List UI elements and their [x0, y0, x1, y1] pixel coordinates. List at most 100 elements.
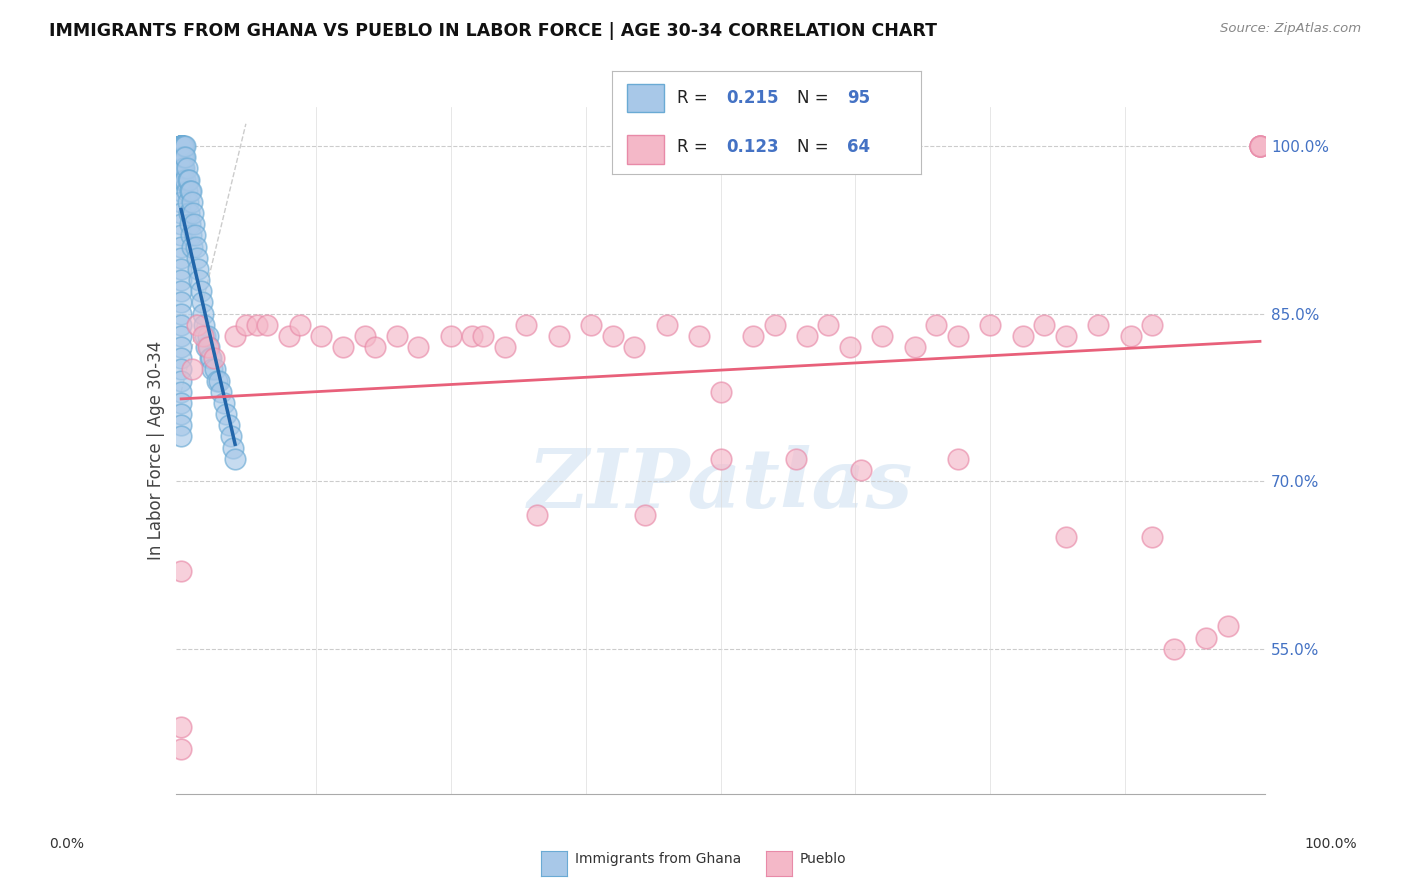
Point [1216, 619, 1239, 633]
Point [385, 329, 408, 343]
Point [174, 139, 197, 153]
Point [1011, 329, 1033, 343]
Point [172, 172, 194, 186]
Point [1054, 530, 1077, 544]
Point [172, 161, 194, 176]
Point [170, 139, 193, 153]
Point [172, 150, 194, 164]
Point [170, 407, 193, 421]
Point [278, 329, 301, 343]
Point [925, 318, 948, 332]
Point [181, 194, 204, 209]
Point [170, 139, 193, 153]
Point [246, 318, 269, 332]
Point [170, 418, 193, 433]
Text: 0.0%: 0.0% [49, 837, 84, 851]
Point [170, 139, 193, 153]
Point [170, 318, 193, 332]
Point [688, 329, 710, 343]
Point [193, 318, 215, 332]
Point [170, 139, 193, 153]
Point [201, 362, 224, 376]
Text: Source: ZipAtlas.com: Source: ZipAtlas.com [1220, 22, 1361, 36]
Text: Pueblo: Pueblo [800, 852, 846, 866]
Point [188, 273, 211, 287]
Point [170, 429, 193, 443]
Point [170, 742, 193, 756]
Point [174, 150, 197, 164]
Point [839, 340, 862, 354]
Point [170, 374, 193, 388]
Point [197, 329, 219, 343]
Point [172, 150, 194, 164]
Point [170, 362, 193, 376]
Point [173, 139, 195, 153]
Point [170, 228, 193, 243]
Point [461, 329, 484, 343]
Point [1163, 641, 1185, 656]
Point [1249, 139, 1271, 153]
Point [172, 161, 194, 176]
Point [170, 139, 193, 153]
Point [872, 329, 894, 343]
Point [1249, 139, 1271, 153]
Point [1140, 530, 1163, 544]
Point [634, 508, 657, 522]
Point [1087, 318, 1109, 332]
Point [187, 262, 209, 277]
Point [176, 161, 198, 176]
Point [194, 340, 217, 354]
Point [170, 340, 193, 354]
Point [209, 384, 232, 399]
Point [224, 329, 246, 343]
Point [170, 384, 193, 399]
Text: 0.215: 0.215 [725, 89, 779, 107]
Point [186, 251, 208, 265]
Point [979, 318, 1001, 332]
Point [181, 206, 204, 220]
Point [172, 139, 194, 153]
Text: 100.0%: 100.0% [1305, 837, 1357, 851]
Bar [627, 135, 664, 163]
Point [946, 451, 969, 466]
Text: 64: 64 [846, 138, 870, 156]
Point [170, 139, 193, 153]
Point [849, 463, 872, 477]
Point [170, 194, 193, 209]
Point [191, 307, 214, 321]
Point [173, 161, 195, 176]
Point [311, 329, 333, 343]
Point [547, 329, 569, 343]
Point [526, 508, 548, 522]
Text: Immigrants from Ghana: Immigrants from Ghana [575, 852, 741, 866]
Point [170, 139, 193, 153]
Point [224, 451, 246, 466]
Point [817, 318, 839, 332]
Point [200, 351, 222, 366]
Point [198, 340, 221, 354]
Point [1249, 139, 1271, 153]
Text: N =: N = [797, 89, 834, 107]
Point [173, 150, 195, 164]
Point [170, 262, 193, 277]
Text: ZIPatlas: ZIPatlas [527, 445, 914, 524]
Point [796, 329, 818, 343]
Point [946, 329, 969, 343]
Point [170, 329, 193, 343]
Point [170, 172, 193, 186]
Point [742, 329, 765, 343]
Point [170, 295, 193, 310]
Point [170, 273, 193, 287]
Point [1054, 329, 1077, 343]
Point [176, 194, 198, 209]
Point [214, 396, 236, 410]
Point [1119, 329, 1142, 343]
Point [180, 184, 202, 198]
Point [408, 340, 430, 354]
Point [172, 139, 194, 153]
Point [186, 318, 208, 332]
Point [1195, 631, 1218, 645]
Point [204, 362, 226, 376]
Point [763, 318, 786, 332]
Text: 95: 95 [846, 89, 870, 107]
